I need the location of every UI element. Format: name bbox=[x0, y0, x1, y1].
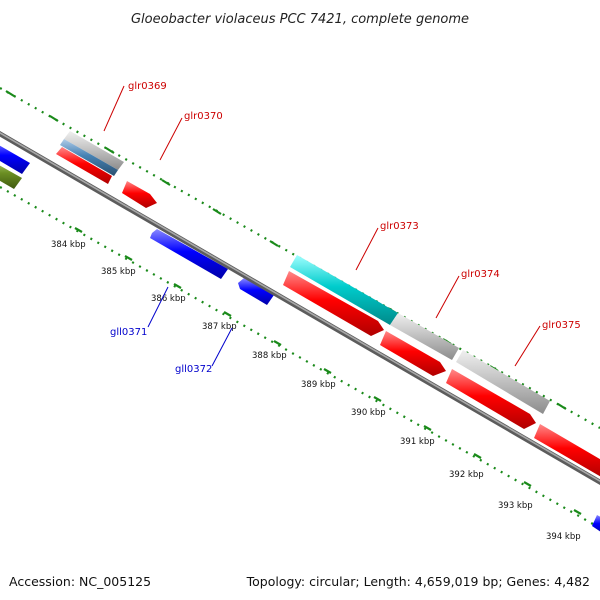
scale-label: 386 kbp bbox=[151, 294, 186, 304]
gene-label-glr0369: glr0369 bbox=[128, 81, 167, 92]
gene-forward-cds bbox=[283, 271, 384, 336]
scale-label: 394 kbp bbox=[546, 532, 581, 542]
scale-label: 393 kbp bbox=[498, 501, 533, 511]
gene-glr0369-feature bbox=[64, 131, 124, 170]
gene-forward-cds bbox=[56, 147, 112, 184]
gene-features bbox=[0, 131, 600, 532]
scale-label: 392 kbp bbox=[449, 470, 484, 480]
gene-gll0371-feature bbox=[150, 229, 228, 279]
gene-gll0372-feature bbox=[238, 278, 274, 305]
genome-backbone bbox=[0, 131, 600, 485]
gene-label-gll0371: gll0371 bbox=[110, 327, 147, 338]
scale-label: 385 kbp bbox=[101, 267, 136, 277]
gene-glr0375-feature bbox=[456, 350, 550, 414]
scale-label: 388 kbp bbox=[252, 351, 287, 361]
inner-major-ticks bbox=[74, 227, 582, 515]
scale-label: 389 kbp bbox=[301, 380, 336, 390]
gene-forward-cds bbox=[534, 424, 600, 477]
scale-label: 391 kbp bbox=[400, 437, 435, 447]
reverse-gene-edge-right bbox=[592, 515, 600, 532]
gene-forward-cds bbox=[380, 331, 446, 376]
genome-backbone-highlight bbox=[0, 131, 600, 483]
gene-glr0374-feature bbox=[390, 313, 459, 360]
gene-label-glr0373: glr0373 bbox=[380, 221, 419, 232]
gene-label-gll0372: gll0372 bbox=[175, 364, 212, 375]
label-leaders-reverse bbox=[147, 286, 233, 367]
inner-tick-track bbox=[0, 186, 600, 529]
label-leaders-forward bbox=[103, 85, 541, 367]
topology-text: Topology: circular; Length: 4,659,019 bp… bbox=[246, 574, 590, 589]
scale-label: 384 kbp bbox=[51, 240, 86, 250]
reverse-gene-edge-left-2 bbox=[0, 165, 22, 189]
scale-label: 387 kbp bbox=[202, 322, 237, 332]
gene-label-glr0370: glr0370 bbox=[184, 111, 223, 122]
gene-label-glr0375: glr0375 bbox=[542, 320, 581, 331]
gene-glr0370-feature bbox=[122, 181, 157, 208]
gene-glr0373-feature bbox=[290, 255, 398, 325]
gene-glr0369-feature-strip bbox=[60, 139, 118, 176]
reverse-gene-edge-left bbox=[0, 145, 30, 174]
map-title: Gloeobacter violaceus PCC 7421, complete… bbox=[131, 12, 469, 27]
gene-label-glr0374: glr0374 bbox=[461, 269, 500, 280]
accession-text: Accession: NC_005125 bbox=[9, 574, 151, 589]
gene-forward-cds bbox=[446, 369, 536, 429]
scale-labels: 384 kbp 385 kbp 386 kbp 387 kbp 388 kbp … bbox=[51, 240, 581, 542]
scale-label: 390 kbp bbox=[351, 408, 386, 418]
